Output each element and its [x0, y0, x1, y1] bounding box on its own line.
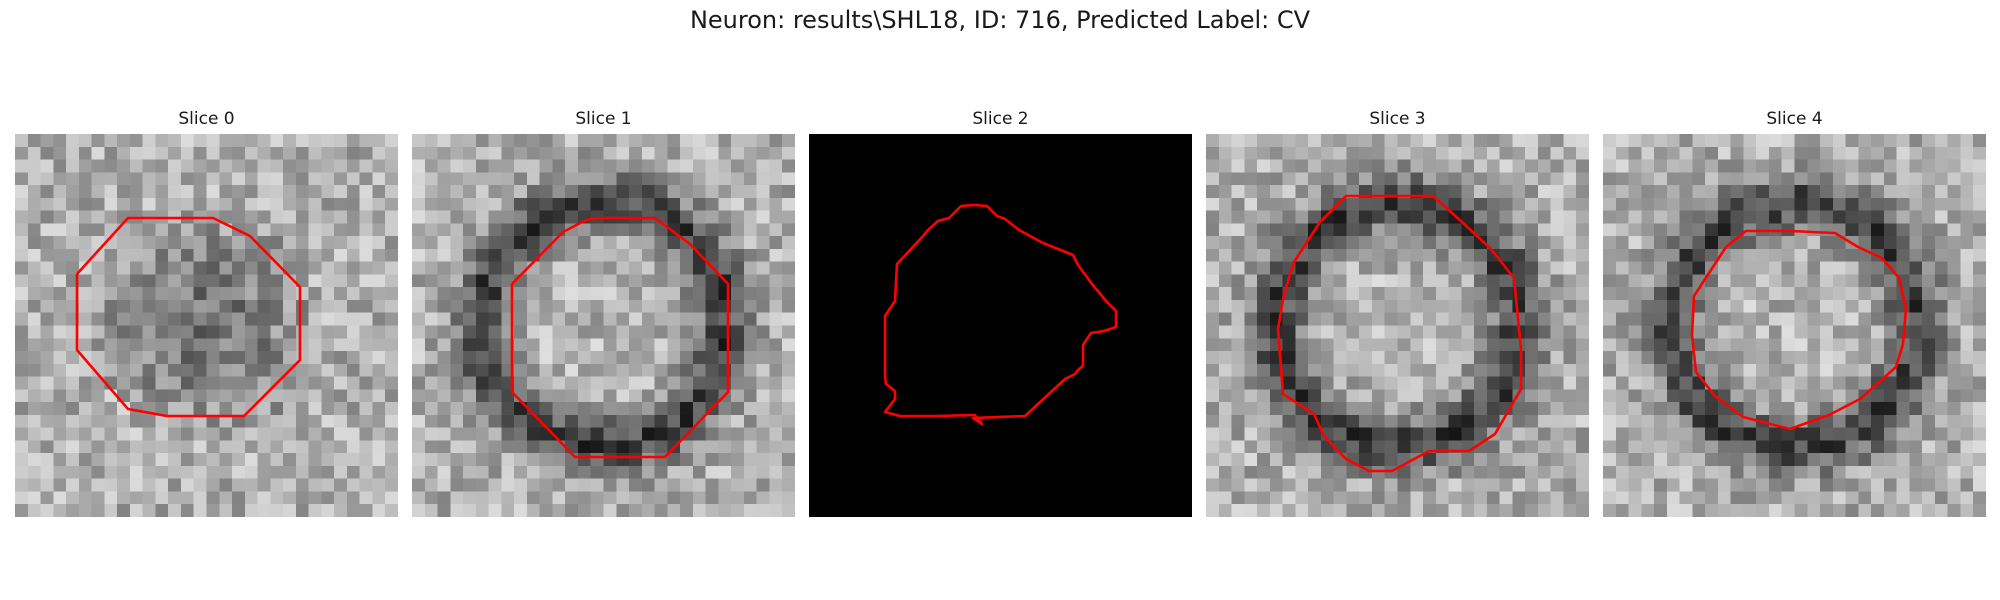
slice-panel-2: Slice 2 [809, 108, 1192, 517]
slice-contour-1 [510, 216, 730, 459]
slice-image-3 [1206, 134, 1589, 517]
slice-title-1: Slice 1 [575, 109, 632, 129]
slice-contour-4 [1690, 229, 1908, 431]
slice-contour-3 [1276, 194, 1523, 473]
slice-title-2: Slice 2 [972, 109, 1029, 129]
slice-title-0: Slice 0 [178, 109, 235, 129]
slice-title-4: Slice 4 [1766, 109, 1823, 129]
figure-title: Neuron: results\SHL18, ID: 716, Predicte… [689, 6, 1311, 34]
slice-panel-4: Slice 4 [1603, 108, 1986, 517]
slice-image-4 [1603, 134, 1986, 517]
slice-contour-2 [883, 203, 1118, 426]
slice-image-2 [809, 134, 1192, 517]
slice-panel-1: Slice 1 [412, 108, 795, 517]
slice-panel-0: Slice 0 [15, 108, 398, 517]
slice-image-0 [15, 134, 398, 517]
slice-contour-0 [75, 216, 302, 418]
slice-title-3: Slice 3 [1369, 109, 1426, 129]
slice-panel-3: Slice 3 [1206, 108, 1589, 517]
slice-image-1 [412, 134, 795, 517]
